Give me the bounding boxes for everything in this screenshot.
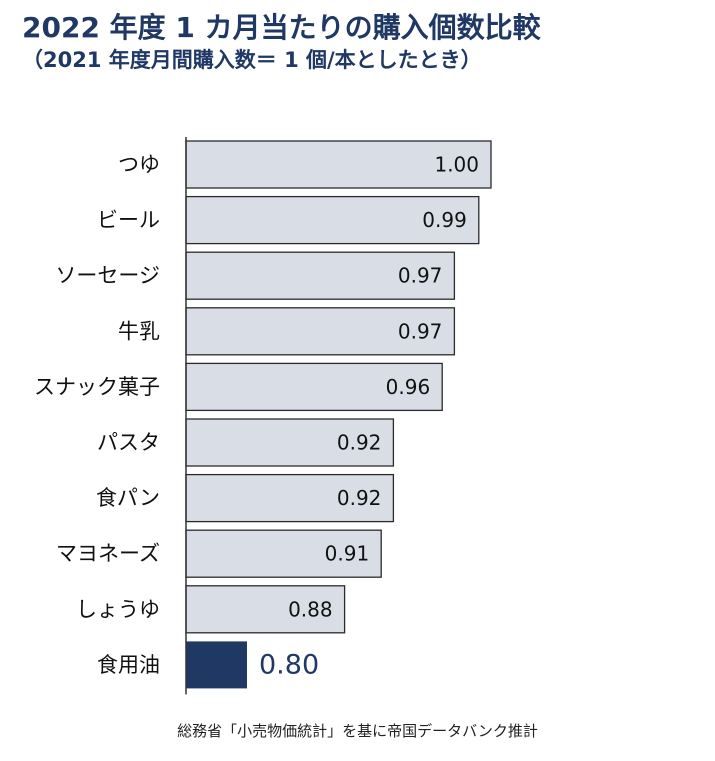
bar — [185, 251, 456, 300]
category-label: スナック菓子 — [34, 375, 160, 399]
category-label: 食パン — [96, 486, 160, 510]
category-label: 食用油 — [97, 653, 160, 677]
value-label: 0.97 — [398, 319, 443, 343]
value-label: 0.80 — [259, 649, 319, 680]
value-label: 0.99 — [422, 208, 467, 232]
bar — [185, 585, 346, 634]
bar — [185, 529, 382, 578]
category-label: 牛乳 — [118, 319, 160, 343]
bar — [185, 473, 395, 523]
bar — [185, 418, 395, 467]
chart-title: 2022 年度 1 カ月当たりの購入個数比較 — [22, 11, 541, 44]
bar-highlight — [186, 641, 247, 689]
value-label: 1.00 — [434, 153, 479, 177]
category-label: マヨネーズ — [56, 542, 160, 566]
chart-subtitle: （2021 年度月間購入数＝ 1 個/本としたとき） — [22, 48, 482, 72]
value-label: 0.97 — [398, 264, 443, 288]
value-label: 0.92 — [337, 431, 382, 455]
bar — [185, 307, 456, 356]
category-label: しょうゆ — [76, 597, 160, 621]
value-label: 0.88 — [288, 597, 333, 621]
source-note: 総務省「小売物価統計」を基に帝国データバンク推計 — [177, 722, 538, 740]
bar — [185, 140, 492, 189]
value-label: 0.92 — [337, 486, 382, 510]
bar — [185, 362, 443, 412]
value-label: 0.96 — [386, 375, 431, 399]
category-label: つゆ — [118, 153, 160, 177]
value-label: 0.91 — [325, 542, 370, 566]
category-label: パスタ — [97, 431, 160, 455]
category-label: ソーセージ — [55, 264, 160, 288]
category-label: ビール — [97, 208, 160, 232]
